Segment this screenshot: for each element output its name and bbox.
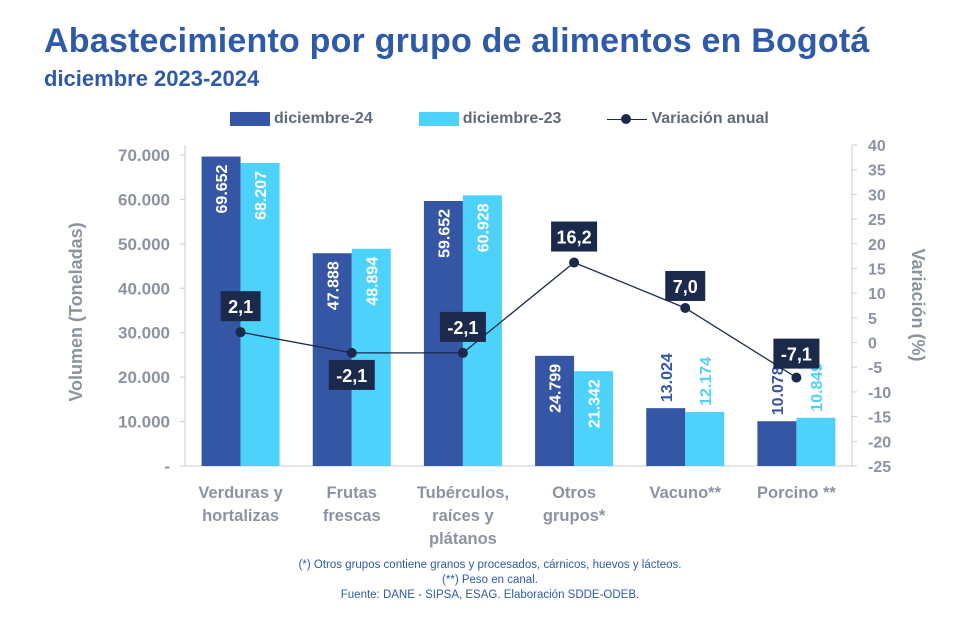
y2-tick-label: -15: [868, 410, 891, 427]
legend-label-dic23: diciembre-23: [462, 110, 562, 127]
y2-tick-label: 0: [868, 336, 877, 353]
data-label-dic23: 60.928: [475, 203, 492, 252]
legend-label-variacion: Variación anual: [651, 110, 769, 127]
footnote-otros-grupos: (*) Otros grupos contiene granos y proce…: [298, 559, 682, 571]
variacion-point: [791, 372, 802, 383]
category-label: Frutas: [327, 484, 377, 502]
variacion-label: 2,1: [228, 297, 253, 317]
y2-tick-label: 35: [868, 163, 886, 180]
y2-tick-label: 25: [868, 212, 886, 229]
bar-dic23: [351, 248, 391, 466]
chart-title: Abastecimiento por grupo de alimentos en…: [44, 22, 870, 60]
y2-tick-label: -25: [868, 459, 891, 476]
variacion-line: [240, 261, 797, 379]
data-label-dic24: 69.652: [214, 164, 231, 213]
y2-tick-label: 5: [868, 311, 877, 328]
chart-subtitle: diciembre 2023-2024: [44, 66, 260, 91]
bar-line-chart: - 10.000 20.000 30.000 40.000 50.000 60.000 70.…: [66, 138, 928, 548]
y2-tick-label: 10: [868, 286, 886, 303]
y2-tick-label: 40: [868, 138, 886, 155]
y2-tick-label: -20: [868, 434, 891, 451]
y2-tick-label: -5: [868, 360, 882, 377]
bar-dic24: [312, 253, 352, 466]
legend-item-dic23: diciembre-23: [418, 110, 562, 128]
bar-dic23: [685, 411, 725, 466]
variacion-label: -2,1: [336, 366, 367, 386]
variacion-label: 16,2: [557, 228, 592, 248]
variacion-label-box: [665, 270, 706, 301]
category-label: Porcino **: [757, 484, 836, 502]
data-label-dic24: 47.888: [325, 261, 342, 310]
data-label-dic23: 68.207: [253, 171, 270, 220]
variacion-label-box: [551, 221, 598, 252]
chart-legend: diciembre-24 diciembre-23 Variación anua…: [230, 109, 815, 129]
data-label-dic24: 13.024: [659, 353, 676, 402]
variacion-label: 7,0: [673, 277, 698, 297]
variacion-label-box: [773, 338, 820, 369]
category-label: hortalizas: [202, 507, 279, 525]
y2-axis-title: Variación (%): [908, 248, 928, 361]
category-label: frescas: [323, 507, 381, 525]
bar-dic24: [535, 355, 575, 466]
variacion-label-box: [220, 291, 261, 322]
data-label-dic23: 48.894: [364, 257, 381, 306]
category-label: Otros: [552, 484, 596, 502]
category-label: Vacuno**: [649, 484, 721, 502]
legend-swatch-variacion: [607, 112, 648, 126]
category-label: plátanos: [429, 530, 497, 548]
y2-tick-label: 30: [868, 187, 886, 204]
footnote-fuente: Fuente: DANE - SIPSA, ESAG. Elaboración …: [340, 589, 640, 601]
y-tick-label: 60.000: [118, 190, 170, 209]
variacion-point: [346, 347, 357, 358]
y-axis-title: Volumen (Toneladas): [66, 222, 86, 401]
data-label-dic24: 10.078: [770, 366, 787, 415]
data-label-dic24: 59.652: [436, 209, 453, 258]
y2-tick-label: 15: [868, 261, 886, 278]
footnote-peso-canal: (**) Peso en canal.: [442, 574, 538, 586]
legend-item-dic24: diciembre-24: [230, 110, 373, 128]
y-tick-label: 50.000: [118, 235, 170, 254]
data-label-dic23: 12.174: [698, 357, 715, 406]
bar-dic23: [796, 417, 836, 466]
bar-dic23: [574, 371, 614, 466]
y-tick-label: 10.000: [118, 413, 170, 432]
legend-label-dic24: diciembre-24: [274, 110, 373, 127]
category-label: Tubérculos,: [417, 484, 509, 502]
category-label: Verduras y: [198, 484, 283, 502]
y-tick-label: -: [164, 457, 170, 476]
variacion-point: [680, 302, 691, 313]
y-tick-label: 40.000: [118, 279, 170, 298]
variacion-point: [569, 257, 580, 268]
data-label-dic23: 21.342: [587, 379, 604, 428]
category-label: grupos*: [543, 507, 606, 525]
y2-tick-label: -10: [868, 385, 891, 402]
legend-swatch-dic24: [230, 112, 270, 126]
legend-swatch-dic23: [418, 112, 459, 126]
bar-dic24: [646, 408, 686, 466]
category-label: raíces y: [432, 507, 494, 525]
y-tick-label: 20.000: [118, 368, 170, 387]
data-label-dic23: 10.849: [809, 363, 826, 412]
legend-item-variacion: Variación anual: [607, 110, 769, 128]
y-tick-label: 70.000: [118, 146, 170, 165]
y2-tick-label: 20: [868, 237, 886, 254]
variacion-point: [457, 347, 468, 358]
data-label-dic24: 24.799: [548, 364, 565, 413]
bar-dic24: [757, 421, 797, 466]
y-tick-label: 30.000: [118, 324, 170, 343]
variacion-label: -7,1: [781, 345, 812, 365]
variacion-label: -2,1: [447, 318, 478, 338]
variacion-label-box: [439, 311, 486, 342]
variacion-point: [235, 327, 246, 338]
variacion-label-box: [328, 359, 375, 390]
footnotes: (*) Otros grupos contiene granos y proce…: [0, 558, 980, 603]
